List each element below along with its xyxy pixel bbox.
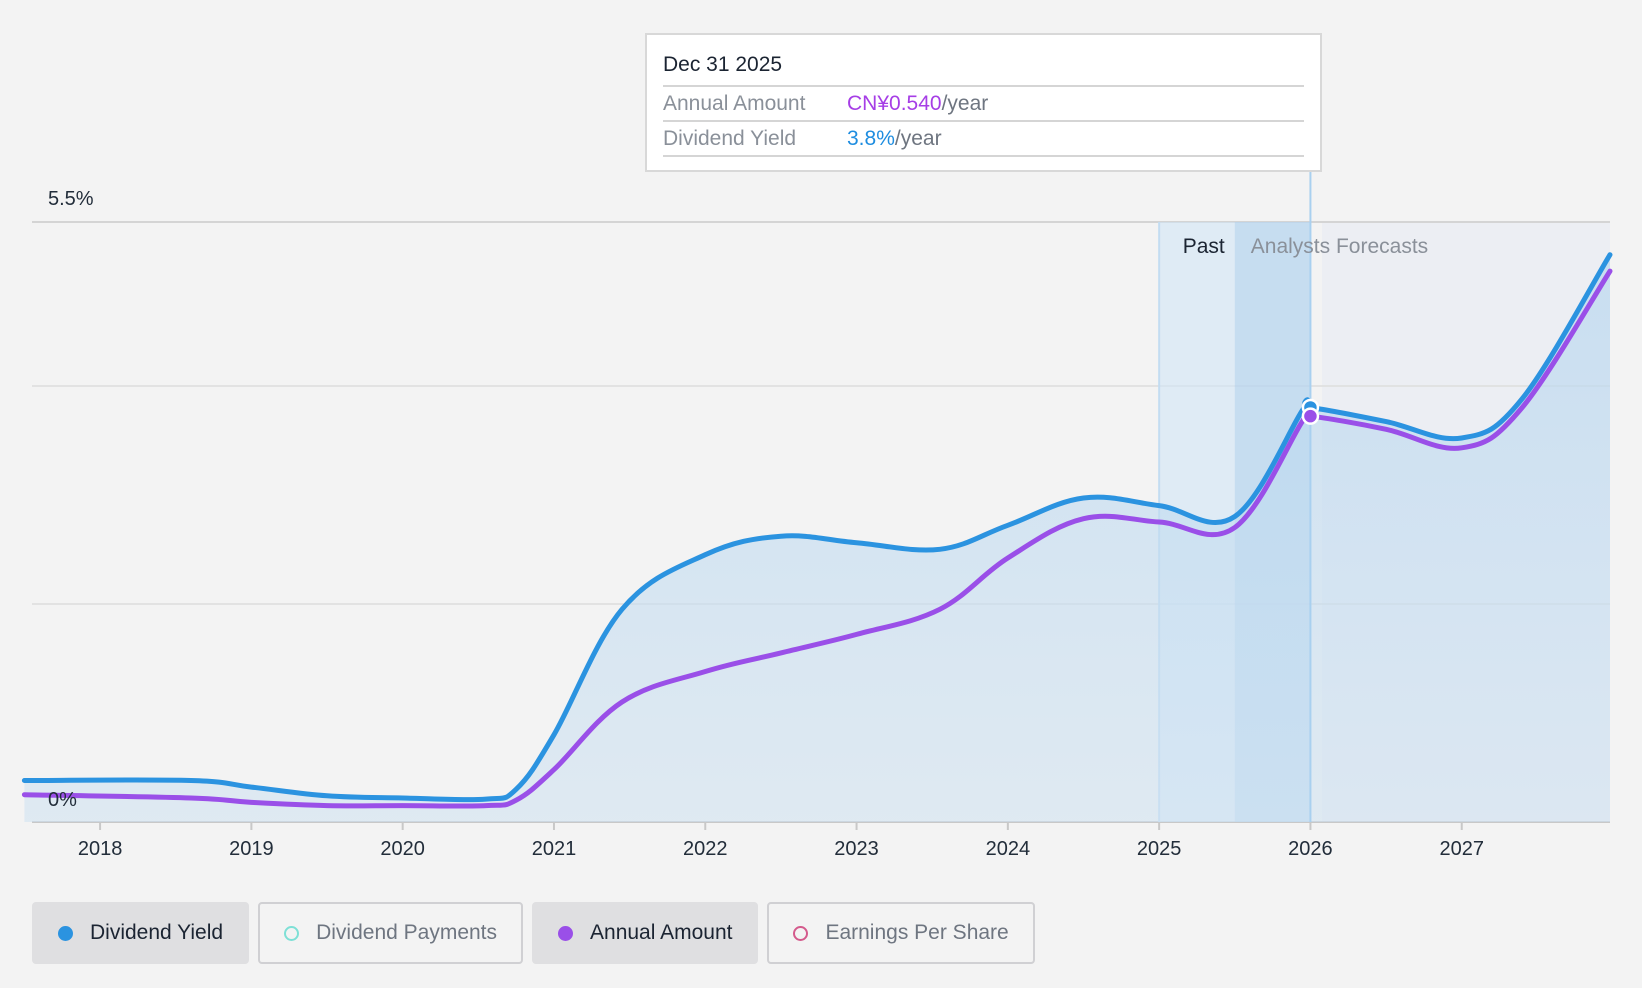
dividend-yield-line: [21, 252, 1613, 803]
tooltip: Dec 31 2025 Annual Amount CN¥0.540 /year…: [645, 33, 1322, 172]
earnings-per-share-dot-icon: [793, 925, 809, 941]
tooltip-annual-label: Annual Amount: [663, 92, 806, 115]
x-tick-label: 2019: [229, 838, 274, 860]
legend: Dividend Yield Dividend Payments Annual …: [32, 902, 1035, 964]
dividend-yield-dot-icon: [58, 925, 73, 941]
tooltip-annual-unit: /year: [941, 92, 989, 115]
tooltip-yield-unit: /year: [894, 127, 942, 150]
legend-annual-amount[interactable]: Annual Amount: [532, 902, 759, 964]
y-axis-label-zero: 0%: [48, 789, 77, 811]
legend-label: Dividend Yield: [90, 921, 224, 944]
x-tick-label: 2018: [78, 838, 123, 860]
legend-label: Earnings Per Share: [825, 921, 1009, 944]
legend-earnings-per-share[interactable]: Earnings Per Share: [767, 902, 1035, 964]
annual-amount-dot-icon: [558, 925, 574, 941]
x-tick-label: 2027: [1439, 838, 1484, 860]
tooltip-annual-value: CN¥0.540: [847, 92, 942, 115]
legend-dividend-payments[interactable]: Dividend Payments: [258, 902, 524, 964]
x-tick-label: 2022: [683, 838, 728, 860]
forecast-label: Analysts Forecasts: [1251, 235, 1428, 258]
dividend-payments-dot-icon: [284, 925, 300, 941]
legend-label: Annual Amount: [590, 921, 733, 944]
annual-amount-point[interactable]: [1301, 407, 1320, 425]
x-tick-label: 2026: [1288, 838, 1333, 860]
past-label: Past: [1183, 235, 1225, 258]
tooltip-yield-value: 3.8%: [847, 127, 895, 150]
tooltip-yield-label: Dividend Yield: [663, 127, 797, 150]
legend-dividend-yield[interactable]: Dividend Yield: [32, 902, 250, 964]
x-tick-label: 2021: [532, 838, 577, 860]
x-tick-label: 2023: [834, 838, 879, 860]
tooltip-annual-row: Annual Amount CN¥0.540 /year: [663, 87, 1304, 122]
annual-amount-line: [21, 268, 1613, 809]
legend-label: Dividend Payments: [316, 921, 498, 944]
x-tick-label: 2020: [380, 838, 425, 860]
tooltip-date: Dec 31 2025: [663, 51, 1304, 87]
x-tick-label: 2024: [986, 838, 1031, 860]
y-axis-label-max: 5.5%: [48, 188, 94, 210]
dividend-chart: 5.5% 0% Past Analysts Forecasts 2018 2019…: [21, 172, 1613, 860]
tooltip-yield-row: Dividend Yield 3.8% /year: [663, 122, 1304, 157]
x-tick-label: 2025: [1137, 838, 1182, 860]
